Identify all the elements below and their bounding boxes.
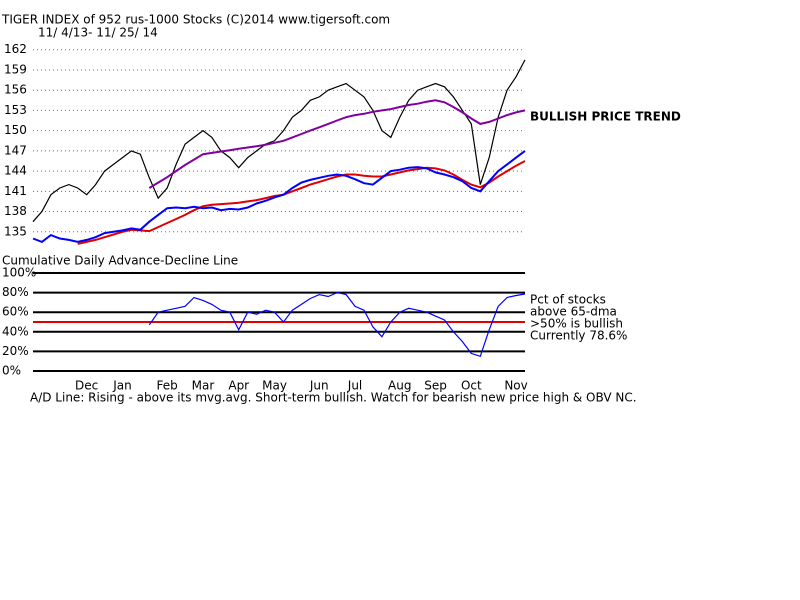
note: Pct of stocks (530, 293, 606, 307)
line-series (32, 59, 526, 223)
y-tick-label: 40% (2, 324, 29, 338)
x-tick-label: Feb (157, 379, 178, 393)
x-tick-label: Apr (228, 379, 249, 393)
y-tick-label: 20% (2, 344, 29, 358)
x-tick-label: Nov (504, 379, 527, 393)
y-tick-label: 156 (4, 83, 27, 97)
line-series (148, 99, 526, 189)
y-tick-label: 162 (4, 42, 27, 56)
x-tick-label: Mar (192, 379, 215, 393)
footer-note: A/D Line: Rising - above its mvg.avg. Sh… (30, 391, 637, 405)
y-tick-label: 144 (4, 164, 27, 178)
chart-subtitle: 11/ 4/13- 11/ 25/ 14 (38, 26, 158, 40)
y-tick-label: 100% (2, 266, 36, 280)
note: above 65-dma (530, 305, 617, 319)
chart-title: TIGER INDEX of 952 rus-1000 Stocks (C)20… (1, 13, 390, 27)
y-tick-label: 80% (2, 285, 29, 299)
y-tick-label: 141 (4, 184, 27, 198)
line-series (148, 291, 526, 358)
y-tick-label: 60% (2, 305, 29, 319)
line-series (32, 150, 526, 244)
annotation: BULLISH PRICE TREND (530, 110, 681, 124)
y-tick-label: 138 (4, 204, 27, 218)
panel-label: Cumulative Daily Advance-Decline Line (2, 254, 238, 268)
y-tick-label: 153 (4, 103, 27, 117)
note: >50% is bullish (530, 317, 623, 331)
x-tick-label: Dec (75, 379, 98, 393)
x-tick-label: Sep (424, 379, 447, 393)
x-tick-label: Jul (347, 379, 362, 393)
x-tick-label: Jan (112, 379, 132, 393)
y-tick-label: 147 (4, 143, 27, 157)
y-tick-label: 159 (4, 62, 27, 76)
y-tick-label: 150 (4, 123, 27, 137)
x-tick-label: Jun (309, 379, 329, 393)
y-tick-label: 0% (2, 364, 21, 378)
x-tick-label: Aug (388, 379, 411, 393)
x-tick-label: Oct (461, 379, 482, 393)
x-tick-label: May (262, 379, 287, 393)
line-series (77, 160, 526, 245)
y-tick-label: 135 (4, 224, 27, 238)
note: Currently 78.6% (530, 329, 627, 343)
